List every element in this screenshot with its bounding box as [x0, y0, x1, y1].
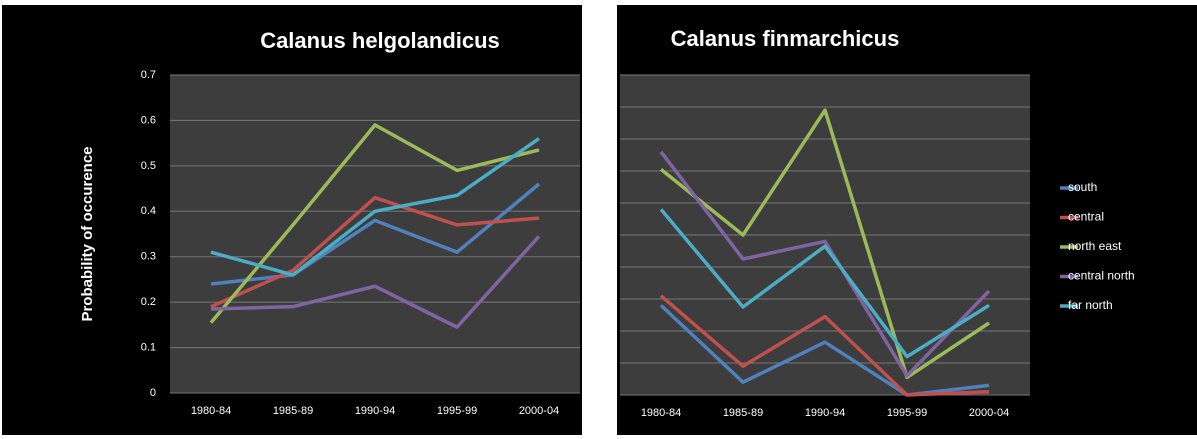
- series-line: [209, 123, 540, 324]
- series-line: [210, 137, 540, 277]
- y-tick-label: 0.7: [141, 69, 156, 81]
- x-tick-label: 2000-04: [969, 407, 1009, 419]
- y-tick-label: 0.6: [141, 114, 156, 126]
- y-tick-label: 0.4: [141, 205, 156, 217]
- x-tick-label: 1980-84: [191, 405, 231, 417]
- series-line: [210, 182, 541, 286]
- legend-label: far north: [1068, 298, 1113, 312]
- x-tick-label: 1990-94: [355, 405, 395, 417]
- series-line: [659, 304, 990, 397]
- y-tick-label: 0.1: [141, 341, 156, 353]
- series-line: [659, 208, 990, 359]
- legend-label: north east: [1068, 239, 1122, 253]
- x-tick-label: 2000-04: [519, 405, 559, 417]
- series-line: [210, 235, 541, 329]
- series-line: [659, 108, 990, 380]
- series-line: [659, 294, 990, 397]
- series-line: [210, 195, 540, 309]
- x-tick-label: 1995-99: [437, 405, 477, 417]
- y-tick-label: 0.3: [141, 251, 156, 263]
- y-tick-label: 0.2: [141, 296, 156, 308]
- y-axis-label: Probability of occurence: [79, 146, 96, 321]
- legend-label: central north: [1068, 269, 1135, 283]
- y-tick-label: 0: [150, 387, 156, 399]
- x-tick-label: 1985-89: [723, 407, 763, 419]
- x-tick-label: 1990-94: [805, 407, 845, 419]
- y-tick-label: 0.5: [141, 160, 156, 172]
- chart-title: Calanus helgolandicus: [260, 28, 500, 53]
- x-tick-label: 1980-84: [641, 407, 681, 419]
- chart-title: Calanus finmarchicus: [671, 26, 900, 51]
- legend-label: central: [1068, 210, 1104, 224]
- legend-label: south: [1068, 180, 1097, 194]
- x-tick-label: 1995-99: [887, 407, 927, 419]
- x-tick-label: 1985-89: [273, 405, 313, 417]
- plot-area: [170, 75, 580, 393]
- series-line: [659, 150, 991, 378]
